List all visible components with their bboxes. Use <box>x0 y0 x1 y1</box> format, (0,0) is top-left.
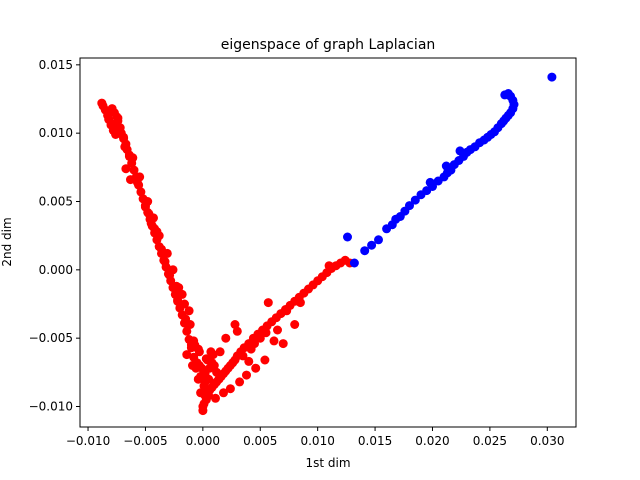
data-point-series-1 <box>186 340 196 350</box>
data-point-series-2 <box>349 258 359 268</box>
data-point-series-1 <box>221 333 231 343</box>
x-tick-label: 0.000 <box>186 434 220 448</box>
data-point-series-1 <box>180 299 189 309</box>
x-axis-title: 1st dim <box>305 456 350 470</box>
data-point-series-1 <box>242 370 251 380</box>
data-point-series-2 <box>416 190 426 200</box>
data-point-series-1 <box>181 314 191 324</box>
x-tick-label: 0.010 <box>300 434 334 448</box>
data-point-series-1 <box>251 363 261 373</box>
data-point-series-1 <box>184 306 194 316</box>
data-point-series-1 <box>255 333 265 343</box>
data-point-series-1 <box>177 289 187 299</box>
data-point-series-1 <box>129 165 139 175</box>
y-tick-label: 0.015 <box>39 58 73 72</box>
data-point-series-1 <box>232 326 242 336</box>
data-point-series-1 <box>225 384 235 394</box>
data-point-series-1 <box>198 406 208 416</box>
data-point-series-2 <box>455 146 465 156</box>
x-tick-label: 0.015 <box>358 434 392 448</box>
data-point-series-1 <box>219 388 228 398</box>
data-point-series-1 <box>244 356 254 366</box>
data-point-series-1 <box>165 270 175 280</box>
data-point-series-1 <box>235 377 245 387</box>
data-point-series-1 <box>211 393 220 403</box>
x-tick-label: −0.010 <box>66 434 110 448</box>
y-tick-label: −0.005 <box>29 331 73 345</box>
data-point-series-1 <box>269 336 279 346</box>
x-tick-label: 0.005 <box>243 434 277 448</box>
plot-frame <box>79 57 577 428</box>
data-point-series-2 <box>382 224 392 234</box>
x-axis-ticks: −0.010 −0.005 0.000 0.005 0.010 0.015 0.020 0.0… <box>66 427 564 448</box>
data-point-series-1 <box>121 164 131 174</box>
y-tick-label: 0.000 <box>39 263 73 277</box>
data-point-series-1 <box>140 202 150 212</box>
data-point-series-1 <box>124 150 134 160</box>
data-point-series-1 <box>111 119 121 129</box>
data-point-series-2 <box>547 72 557 82</box>
data-point-series-1 <box>278 339 288 349</box>
y-axis-title: 2nd dim <box>0 217 14 266</box>
data-point-series-1 <box>324 261 334 271</box>
data-point-series-1 <box>157 244 166 254</box>
data-point-series-1 <box>202 355 212 365</box>
data-point-series-1 <box>212 367 222 377</box>
data-point-series-1 <box>171 281 181 291</box>
data-point-series-1 <box>290 320 300 329</box>
chart-title: eigenspace of graph Laplacian <box>221 37 436 53</box>
data-point-series-1 <box>200 369 210 379</box>
data-point-series-2 <box>374 235 383 245</box>
data-point-series-1 <box>182 350 192 360</box>
data-point-series-1 <box>126 175 135 185</box>
data-point-series-1 <box>238 351 248 361</box>
data-point-series-1 <box>188 361 197 370</box>
data-point-series-2 <box>410 195 420 205</box>
data-point-series-1 <box>194 347 204 357</box>
data-point-series-1 <box>230 320 240 329</box>
data-point-series-1 <box>260 355 270 365</box>
y-axis-ticks: −0.010 −0.005 0.000 0.005 0.010 0.015 <box>29 58 80 414</box>
data-point-series-2 <box>367 240 377 250</box>
data-point-series-1 <box>144 209 154 219</box>
data-point-series-1 <box>152 227 162 237</box>
data-point-series-2 <box>441 161 451 171</box>
data-point-series-1 <box>160 257 170 267</box>
data-point-series-2 <box>343 232 352 242</box>
data-points <box>97 72 557 416</box>
x-tick-label: 0.030 <box>530 434 564 448</box>
data-point-series-1 <box>204 391 214 401</box>
data-point-series-1 <box>261 328 271 338</box>
data-point-series-1 <box>263 298 273 308</box>
data-point-series-2 <box>433 176 443 186</box>
x-tick-label: 0.025 <box>473 434 507 448</box>
data-point-series-1 <box>282 306 292 316</box>
data-point-series-2 <box>360 246 370 256</box>
x-tick-label: −0.005 <box>123 434 167 448</box>
data-point-series-1 <box>246 344 256 354</box>
y-tick-label: 0.010 <box>39 126 73 140</box>
y-tick-label: −0.010 <box>29 400 73 414</box>
data-point-series-2 <box>425 177 435 187</box>
data-point-series-1 <box>120 142 130 152</box>
y-tick-label: 0.005 <box>39 195 73 209</box>
data-point-series-1 <box>114 128 124 138</box>
data-point-series-1 <box>215 347 225 357</box>
data-point-series-1 <box>132 177 142 187</box>
data-point-series-1 <box>182 326 192 336</box>
data-point-series-1 <box>208 350 218 360</box>
data-point-series-1 <box>273 325 282 335</box>
data-point-series-1 <box>136 187 146 197</box>
x-tick-label: 0.020 <box>415 434 449 448</box>
data-point-series-1 <box>295 298 305 308</box>
